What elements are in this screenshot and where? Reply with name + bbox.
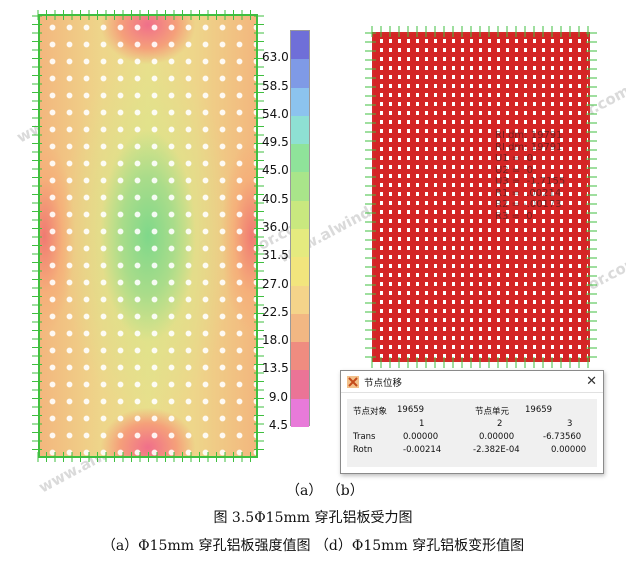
perforation-holes <box>40 16 256 456</box>
legend-label: 54.0 <box>262 106 289 121</box>
legend-label: 63.0 <box>262 50 289 65</box>
dialog-title: 节点位移 <box>364 377 403 389</box>
legend-swatch <box>291 59 309 88</box>
legend-swatch <box>291 144 309 173</box>
legend-swatch <box>291 200 309 229</box>
node-element-label: 节点单元 <box>475 407 510 417</box>
col-header-3: 3 <box>567 419 573 429</box>
legend-label: 31.5 <box>262 248 289 263</box>
legend-swatch <box>291 87 309 116</box>
legend-label: 4.5 <box>268 418 288 432</box>
legend-label: 9.0 <box>268 389 288 404</box>
legend-swatch <box>291 172 309 201</box>
deformation-plot <box>372 32 590 362</box>
legend-swatch <box>291 370 309 399</box>
rotn-value-2: -2.382E-04 <box>473 445 520 455</box>
legend-swatch <box>291 285 309 314</box>
stress-contour-plot <box>38 14 258 458</box>
rotn-value-3: 0.00000 <box>551 445 587 455</box>
legend-swatch <box>291 342 309 371</box>
legend-label: 22.5 <box>262 304 289 319</box>
legend-swatch <box>291 313 309 343</box>
subfigure-caption: （a）Φ15mm 穿孔铝板强度值图 （d）Φ15mm 穿孔铝板变形值图 <box>101 538 525 554</box>
col-header-1: 1 <box>419 419 425 429</box>
trans-label: Trans <box>353 432 376 442</box>
legend-label: 13.5 <box>262 361 289 376</box>
node-object-value: 19659 <box>397 405 425 415</box>
legend-label: 58.5 <box>262 78 289 93</box>
node-element-value: 19659 <box>525 405 553 415</box>
col-header-2: 2 <box>497 419 503 429</box>
subfigure-labels: （a） （b） <box>286 483 364 499</box>
stress-legend-bar <box>290 30 310 427</box>
legend-label: 49.5 <box>262 135 289 150</box>
dialog-title-bar[interactable]: 节点位移 <box>341 371 603 393</box>
legend-swatch <box>291 398 309 427</box>
deformation-readout: RI dm: 19791 RI dm: 19791 U1 = 0 U2 = 0 … <box>495 130 566 222</box>
figure-caption: 图 3.5Φ15mm 穿孔铝板受力图 <box>213 510 413 526</box>
trans-value-3: -6.73560 <box>543 432 582 442</box>
close-icon[interactable]: ✕ <box>586 374 597 389</box>
legend-label: 45.0 <box>262 163 289 178</box>
dialog-body: 节点对象 19659 节点单元 19659 1 2 3 Trans 0.0000… <box>347 399 597 467</box>
rotn-value-1: -0.00214 <box>403 445 442 455</box>
legend-label: 36.0 <box>262 220 289 234</box>
legend-swatch <box>291 115 309 145</box>
legend-label: 40.5 <box>262 191 289 206</box>
legend-swatch <box>291 257 309 286</box>
legend-swatch <box>291 31 309 60</box>
legend-swatch <box>291 228 309 258</box>
rotn-label: Rotn <box>353 445 373 455</box>
app-icon <box>347 375 359 388</box>
legend-label: 18.0 <box>262 333 289 348</box>
trans-value-2: 0.00000 <box>479 432 515 442</box>
deformation-mesh <box>374 34 588 360</box>
node-object-label: 节点对象 <box>353 407 388 417</box>
legend-label: 27.0 <box>262 276 289 291</box>
node-displacement-dialog: 节点位移 ✕ 节点对象 19659 节点单元 19659 1 2 3 Trans… <box>340 370 604 474</box>
trans-value-1: 0.00000 <box>403 432 439 442</box>
